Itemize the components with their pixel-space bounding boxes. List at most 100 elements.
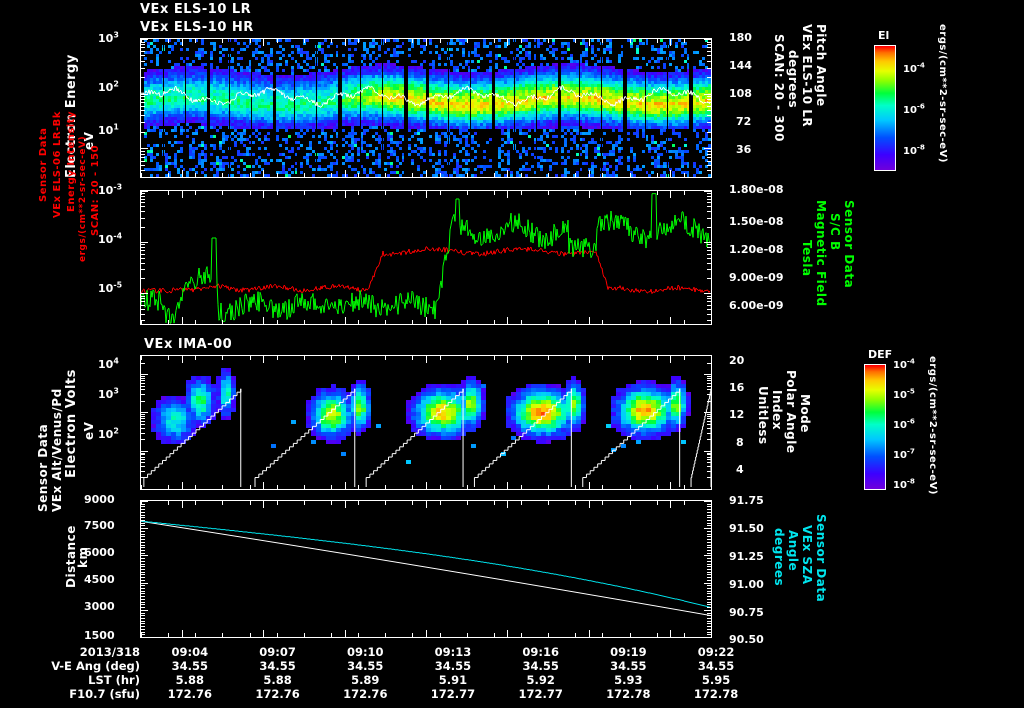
axis-tick	[707, 459, 711, 460]
panel3-right-tick-12: 12	[729, 408, 745, 421]
axis-tick	[195, 485, 196, 489]
axis-tick	[670, 39, 671, 46]
axis-tick	[575, 485, 576, 489]
axis-tick	[141, 383, 145, 384]
axis-tick	[141, 428, 145, 429]
axis-tick	[707, 525, 711, 526]
axis-tick	[141, 356, 142, 360]
panel4-plot-frame	[140, 500, 712, 638]
axis-tick	[263, 630, 264, 637]
axis-tick	[521, 633, 522, 637]
axis-tick	[412, 173, 413, 177]
cell-time-6: 09:22	[697, 645, 735, 659]
axis-tick	[707, 77, 711, 78]
axis-tick	[141, 607, 145, 608]
axis-tick	[277, 191, 278, 195]
axis-tick	[707, 421, 711, 422]
axis-tick	[707, 61, 711, 62]
axis-tick	[141, 250, 145, 251]
axis-tick	[602, 39, 603, 43]
axis-tick	[707, 258, 711, 259]
axis-tick	[304, 39, 305, 43]
axis-tick	[263, 39, 264, 46]
panel3-plot-frame	[140, 355, 712, 490]
axis-tick	[141, 165, 145, 166]
axis-tick	[277, 320, 278, 324]
axis-tick	[141, 247, 145, 248]
axis-tick	[141, 542, 145, 543]
axis-tick	[358, 191, 359, 195]
axis-tick	[548, 485, 549, 489]
axis-tick	[707, 165, 711, 166]
axis-tick	[141, 94, 148, 95]
axis-tick	[548, 320, 549, 324]
colorbar2-tick-4: 10-8	[893, 476, 915, 491]
axis-tick	[141, 580, 145, 581]
axis-tick	[707, 555, 711, 556]
axis-tick	[707, 386, 711, 387]
axis-tick	[440, 501, 441, 505]
axis-tick	[141, 389, 145, 390]
axis-tick	[630, 356, 631, 360]
axis-tick	[426, 317, 427, 324]
panel4-line-canvas	[141, 501, 711, 637]
colorbar2-tick-0: 10-4	[893, 356, 915, 371]
axis-tick	[331, 356, 332, 360]
panel2-ytick-1e-4: 10-4	[98, 231, 123, 246]
panel2-right-tick-3: 1.50e-08	[729, 215, 784, 228]
axis-tick	[304, 320, 305, 324]
axis-tick	[467, 191, 468, 195]
axis-tick	[494, 173, 495, 177]
axis-tick	[707, 157, 711, 158]
axis-tick	[707, 558, 711, 559]
axis-tick	[707, 574, 711, 575]
axis-tick	[141, 520, 145, 521]
panel3-left-axis-unit: eV	[82, 421, 96, 440]
axis-tick	[182, 356, 183, 363]
axis-tick	[657, 39, 658, 43]
axis-tick	[182, 630, 183, 637]
axis-tick	[331, 39, 332, 43]
axis-tick	[707, 433, 711, 434]
axis-tick	[182, 191, 183, 198]
axis-tick	[412, 39, 413, 43]
axis-tick	[507, 39, 508, 46]
axis-tick	[141, 218, 145, 219]
axis-tick	[141, 173, 142, 177]
axis-tick	[195, 501, 196, 505]
axis-tick	[263, 356, 264, 363]
axis-tick	[141, 191, 148, 192]
axis-tick	[168, 173, 169, 177]
axis-tick	[707, 250, 711, 251]
colorbar1-unit: ergs/(cm**2-sr-sec-eV)	[937, 24, 948, 163]
axis-tick	[575, 501, 576, 505]
axis-tick	[141, 593, 145, 594]
axis-tick	[602, 501, 603, 505]
axis-tick	[707, 566, 711, 567]
axis-tick	[141, 61, 145, 62]
axis-tick	[704, 94, 711, 95]
axis-tick	[494, 320, 495, 324]
axis-tick	[711, 320, 712, 324]
axis-tick	[630, 191, 631, 195]
axis-tick	[707, 534, 711, 535]
axis-tick	[507, 317, 508, 324]
panel4-left-axis-label-1: VEx Alt/Venus/Pd	[50, 388, 64, 512]
axis-tick	[707, 394, 711, 395]
panel4-right-tick-9075: 90.75	[729, 606, 764, 619]
axis-tick	[222, 633, 223, 637]
axis-tick	[345, 317, 346, 324]
axis-tick	[707, 254, 711, 255]
axis-tick	[304, 485, 305, 489]
axis-tick	[141, 504, 145, 505]
axis-tick	[602, 356, 603, 360]
axis-tick	[507, 356, 508, 363]
axis-tick	[141, 157, 145, 158]
axis-tick	[684, 633, 685, 637]
panel1-right-axis-label-2: degrees	[786, 50, 800, 109]
axis-tick	[141, 269, 145, 270]
axis-tick	[141, 254, 145, 255]
panel4-ytick-6000: 6000	[84, 546, 115, 559]
axis-tick	[589, 39, 590, 46]
axis-tick	[263, 170, 264, 177]
